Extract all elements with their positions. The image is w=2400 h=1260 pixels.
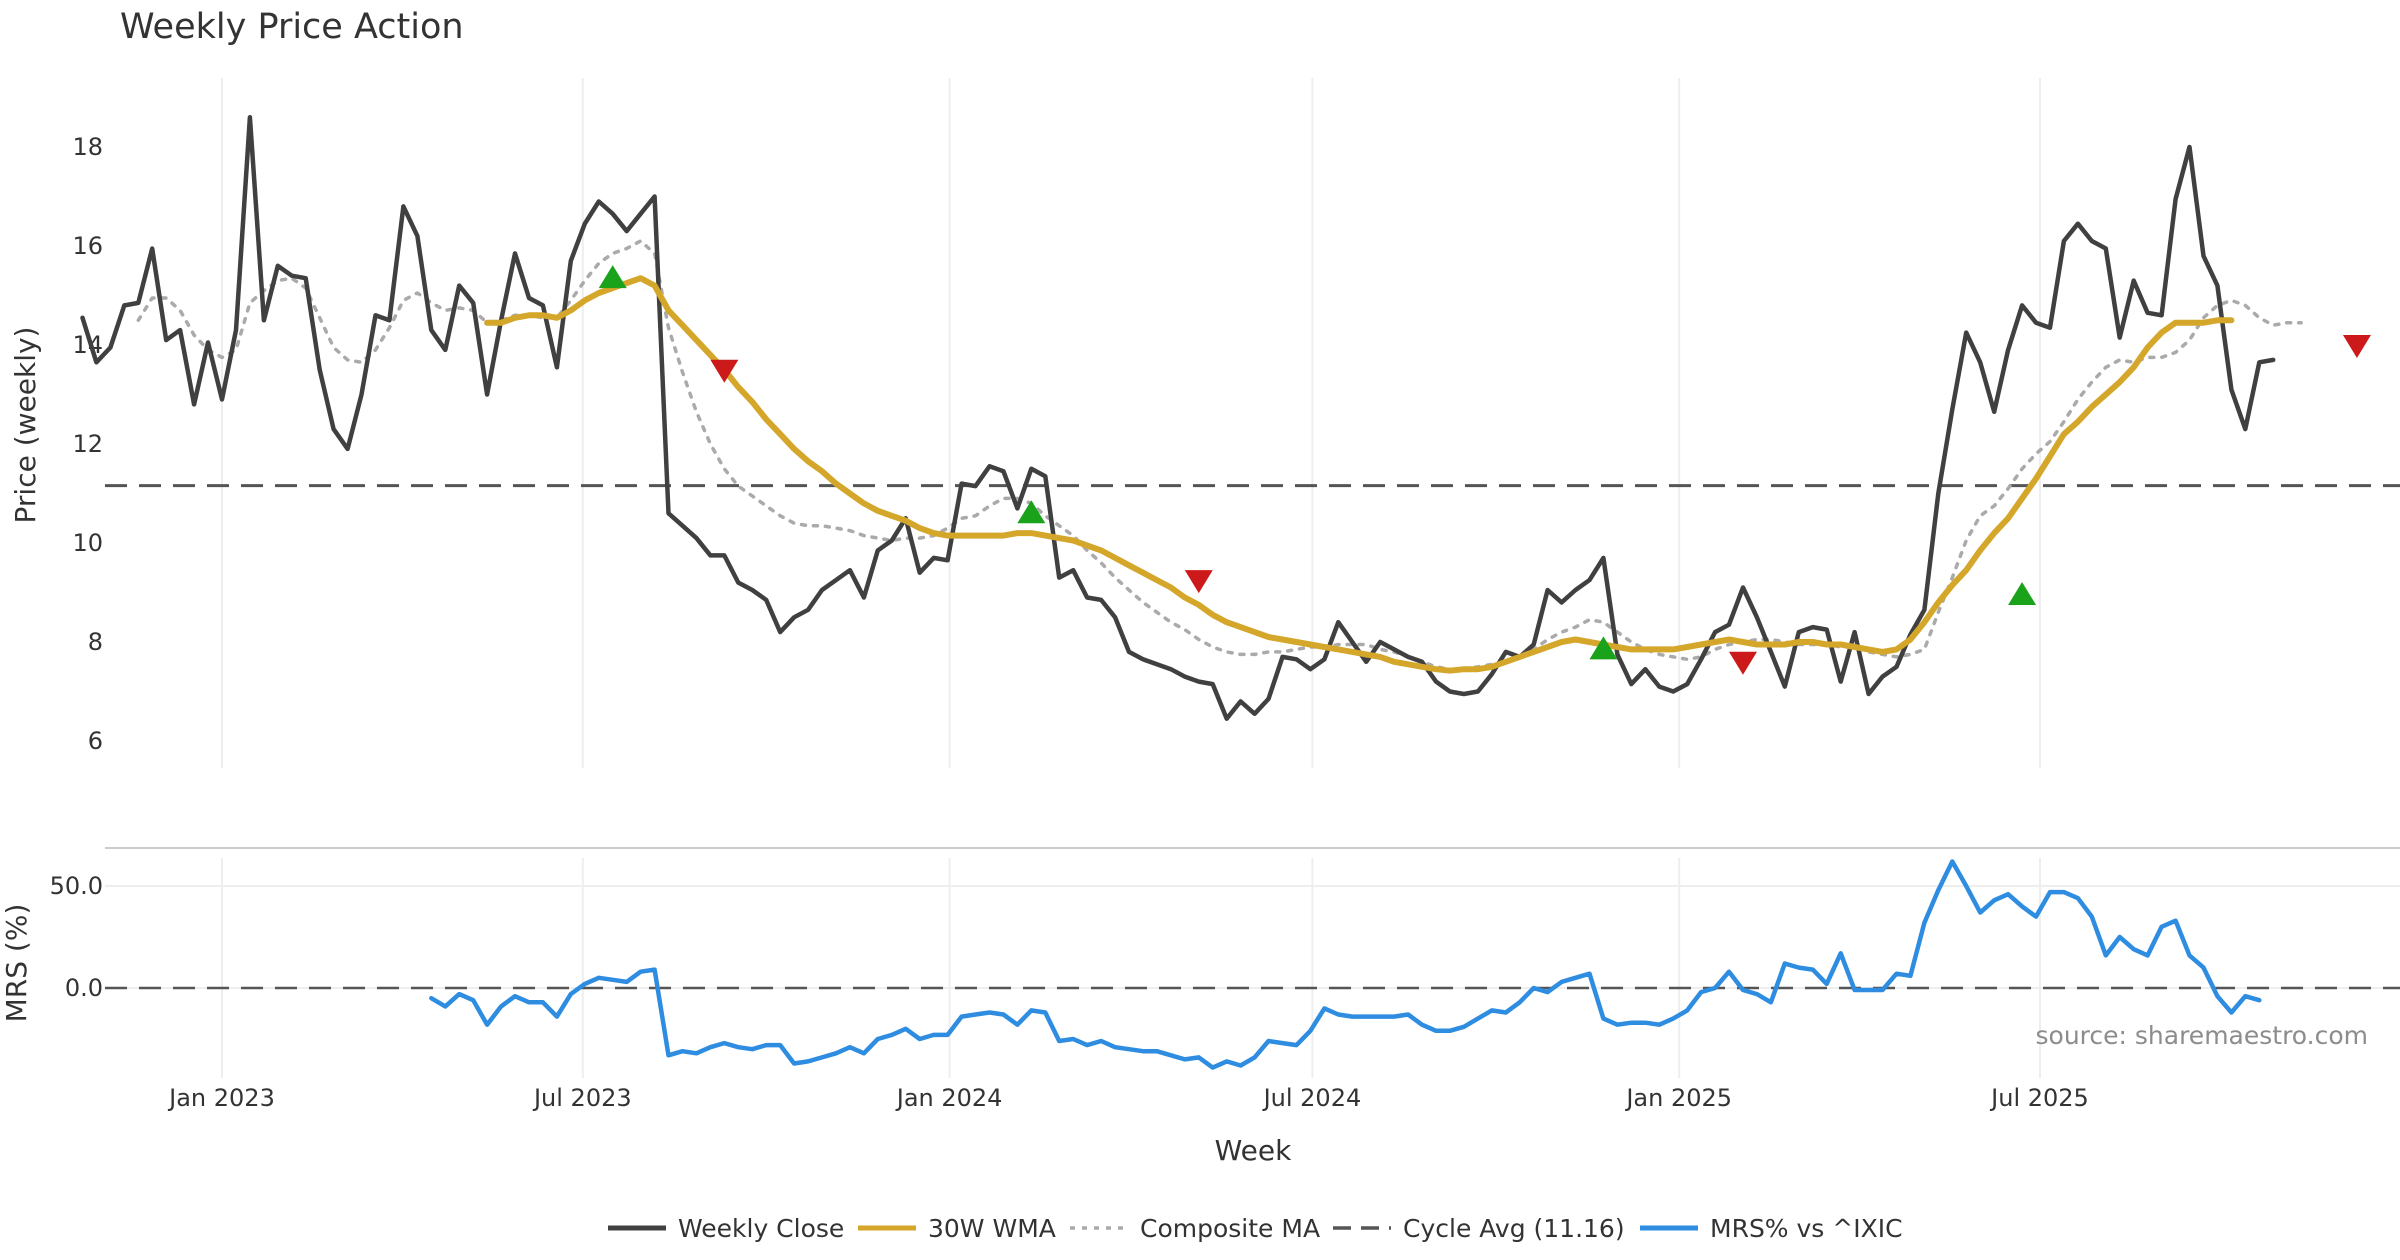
- sell-signal-marker: [1728, 651, 1757, 675]
- price-y-tick-label: 18: [72, 133, 103, 161]
- price-y-tick-label: 8: [88, 628, 103, 656]
- sell-signal-marker: [710, 359, 739, 383]
- legend-label: 30W WMA: [928, 1214, 1056, 1243]
- legend: Weekly Close 30W WMA Composite MA Cycle Avg…: [608, 1214, 1903, 1243]
- grid: [105, 78, 2400, 1078]
- price-y-axis-label: Price (weekly): [9, 327, 42, 524]
- legend-label: Weekly Close: [678, 1214, 844, 1243]
- sell-signal-marker: [2342, 335, 2371, 358]
- buy-signal-marker: [2008, 581, 2037, 605]
- x-axis-ticks: Jan 2023 Jul 2023 Jan 2024 Jul 2024 Jan 2025…: [167, 1084, 2089, 1112]
- mrs-y-tick-label: 0.0: [65, 974, 103, 1002]
- series-mrs-vs-ixic: [429, 859, 2262, 1070]
- price-y-tick-label: 6: [88, 727, 103, 755]
- legend-label: Cycle Avg (11.16): [1403, 1214, 1625, 1243]
- mrs-panel: 50.0 0.0: [50, 859, 2400, 1070]
- mrs-y-tick-label: 50.0: [50, 872, 103, 900]
- series-composite-ma: [136, 239, 2303, 671]
- legend-label: MRS% vs ^IXIC: [1710, 1214, 1903, 1243]
- buy-signal-marker: [1017, 500, 1046, 524]
- price-y-tick-label: 16: [72, 232, 103, 260]
- x-axis-label: Week: [1215, 1134, 1292, 1167]
- legend-label: Composite MA: [1140, 1214, 1320, 1243]
- price-y-tick-label: 10: [72, 529, 103, 557]
- source-note: source: sharemaestro.com: [2036, 1021, 2369, 1050]
- price-y-tick-label: 12: [72, 430, 103, 458]
- chart-title: Weekly Price Action: [120, 7, 464, 47]
- x-tick-label: Jul 2025: [1989, 1084, 2089, 1112]
- buy-signal-marker: [598, 265, 627, 289]
- sell-signal-marker: [1184, 570, 1213, 594]
- x-tick-label: Jul 2024: [1262, 1084, 1362, 1112]
- mrs-y-axis-label: MRS (%): [0, 904, 33, 1023]
- series-weekly-close: [80, 115, 2276, 721]
- buy-signal-marker: [1589, 636, 1618, 660]
- x-tick-label: Jan 2024: [895, 1084, 1003, 1112]
- series-30w-wma: [484, 275, 2235, 674]
- x-tick-label: Jan 2025: [1624, 1084, 1732, 1112]
- x-tick-label: Jul 2023: [532, 1084, 632, 1112]
- x-tick-label: Jan 2023: [167, 1084, 275, 1112]
